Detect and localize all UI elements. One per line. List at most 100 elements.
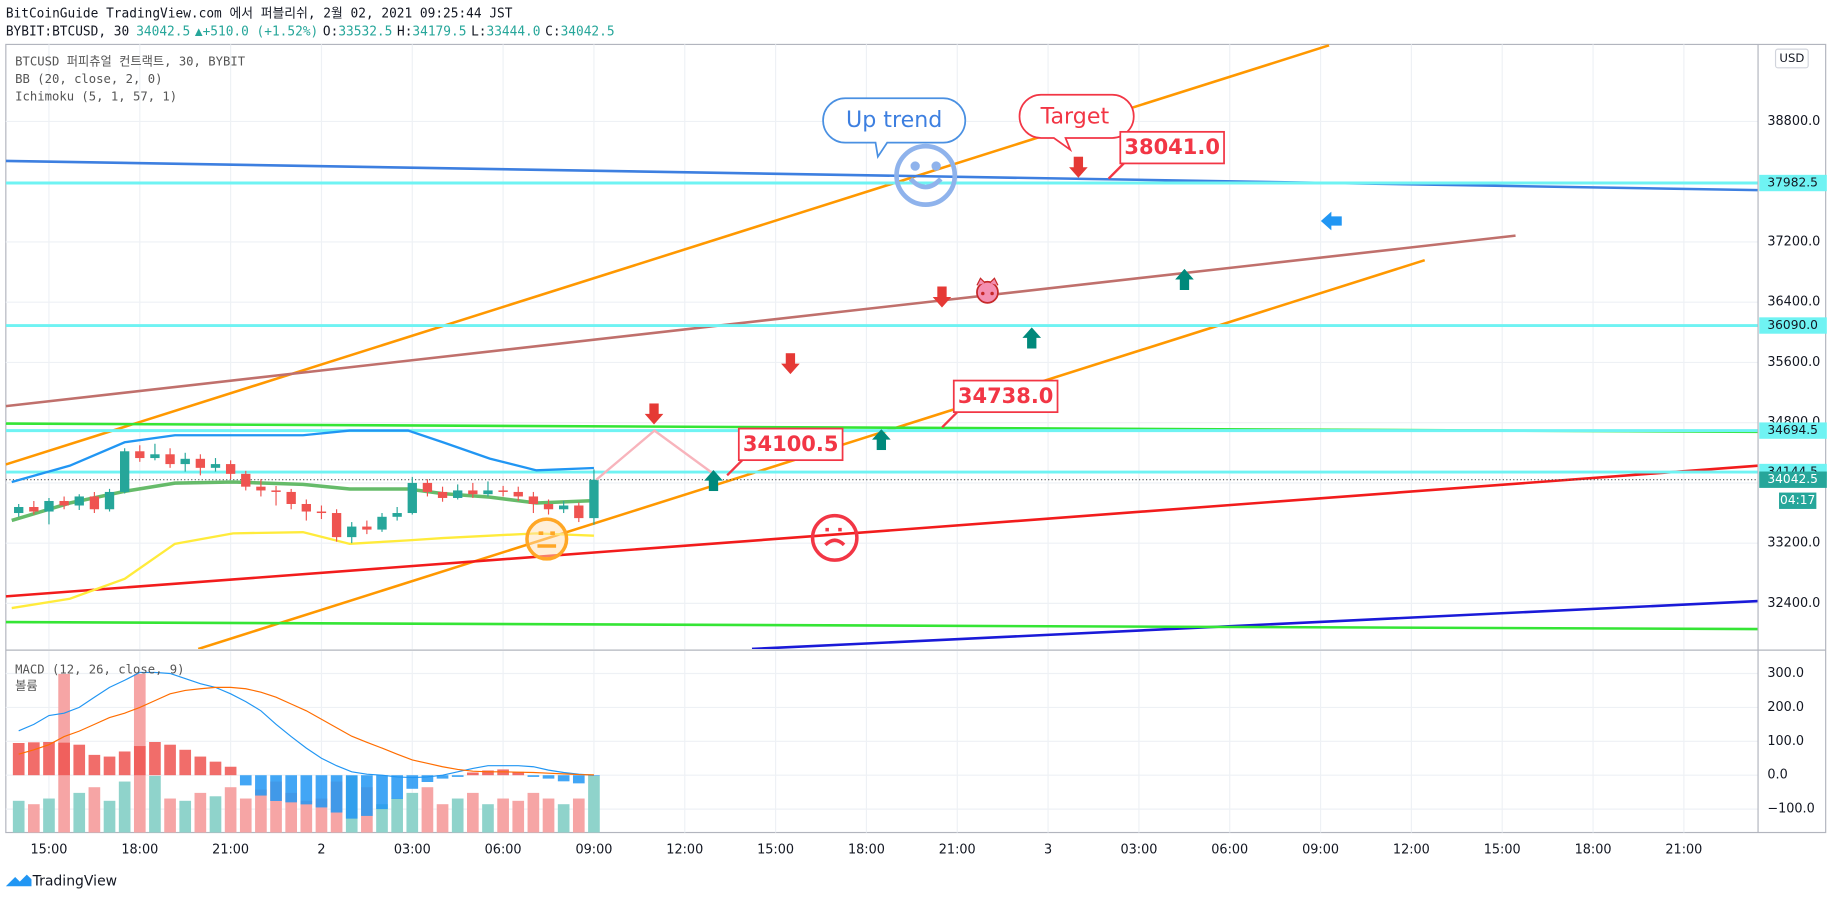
trendline	[5, 464, 1759, 598]
candle-body	[483, 490, 493, 495]
volume-bar	[149, 775, 161, 833]
histogram-bar	[239, 775, 252, 786]
ohlc-value: 33444.0	[487, 24, 541, 39]
bubble-text: Up trend	[846, 107, 942, 133]
candle-body	[589, 479, 599, 519]
histogram-bar	[255, 775, 267, 796]
histogram-bar	[345, 775, 358, 819]
candle-body	[14, 507, 24, 514]
volume-bar	[255, 789, 267, 833]
legend-entry: BTCUSD 퍼피츄얼 컨트랙트, 30, BYBIT	[15, 54, 246, 68]
publish-info: BitCoinGuide TradingView.com 에서 퍼블리쉬, 2월…	[6, 7, 513, 22]
volume-bar	[28, 804, 40, 833]
trendline	[751, 599, 1759, 649]
y-tick-label: 33200.0	[1767, 536, 1820, 551]
candle-body	[44, 500, 54, 512]
symbol-info: BYBIT:BTCUSD, 30 34042.5 ▲+510.0 (+1.52%) O…	[6, 24, 615, 39]
candle-body	[301, 503, 311, 512]
callout-box	[952, 379, 1059, 414]
histogram-bar	[179, 749, 192, 776]
x-tick-label: 09:00	[1302, 843, 1339, 858]
candle-body	[180, 458, 190, 465]
x-tick-label: 03:00	[1120, 843, 1157, 858]
x-tick-label: 21:00	[212, 843, 249, 858]
histogram-bar	[436, 775, 449, 779]
candle-body	[559, 505, 569, 510]
y-tick-label: 32400.0	[1767, 596, 1820, 611]
histogram-bar	[12, 743, 25, 776]
ohlc-key: L:	[471, 24, 486, 39]
volume-bar	[467, 792, 479, 833]
candle-body	[225, 464, 236, 474]
price-label: 37982.5	[1767, 176, 1818, 190]
volume-bar	[164, 798, 176, 833]
y-tick-label: 37200.0	[1767, 234, 1820, 249]
candle-body	[362, 526, 372, 530]
currency[interactable]: USD	[1779, 51, 1804, 65]
volume-bar	[421, 787, 434, 833]
smiley-face	[894, 143, 958, 207]
volume-bar	[194, 792, 207, 833]
histogram-bar	[361, 775, 373, 816]
candle-body	[453, 490, 463, 498]
legend-entry: 볼륨	[15, 679, 38, 693]
y-tick-label: 200.0	[1767, 700, 1804, 715]
arrow-left	[1320, 211, 1342, 231]
candle-body	[513, 491, 523, 497]
candle-body	[377, 516, 387, 530]
candle-body	[135, 451, 145, 459]
candle-body	[528, 496, 539, 504]
pig-icon	[976, 277, 999, 304]
volume-bar	[588, 775, 600, 833]
bubble: Up trend	[822, 97, 967, 160]
volume-bar	[12, 800, 25, 833]
ohlc-value: 33532.5	[338, 24, 392, 39]
candle-body	[256, 486, 266, 491]
histogram-bar	[149, 741, 161, 776]
volume-bar	[103, 800, 116, 833]
y-tick-label: 38800.0	[1767, 114, 1820, 129]
histogram-bar	[421, 775, 434, 782]
volume-bar	[557, 804, 570, 833]
macd-line	[18, 671, 594, 779]
candle-body	[498, 490, 508, 492]
histogram-bar	[285, 775, 298, 803]
histogram-bar	[376, 775, 388, 810]
histogram-bar	[451, 775, 464, 777]
callout-tail	[941, 410, 960, 429]
histogram-bar	[391, 775, 403, 799]
arrow-down	[781, 353, 800, 375]
x-tick-label: 15:00	[1484, 843, 1521, 858]
candle-body	[210, 464, 221, 468]
candle-body	[407, 482, 417, 514]
volume-bar	[285, 792, 298, 833]
arrow-up	[872, 429, 891, 451]
legend-entry: BB (20, close, 2, 0)	[15, 72, 162, 86]
histogram-bar	[133, 746, 146, 776]
y-tick-label: 100.0	[1767, 734, 1804, 749]
candle-body	[271, 490, 281, 492]
volume-bar	[179, 800, 192, 833]
x-tick-label: 06:00	[485, 843, 522, 858]
volume-bar	[239, 798, 252, 833]
candle-body	[195, 458, 206, 468]
callout-label: 38041.0	[1124, 134, 1220, 159]
price-label: 34042.5	[1767, 472, 1818, 486]
footer-logo: TradingView	[5, 874, 117, 890]
callout-tail	[726, 458, 745, 477]
volume-bar	[270, 781, 282, 833]
histogram-bar	[88, 754, 101, 776]
arrow-down	[932, 286, 952, 308]
histogram-bar	[467, 772, 479, 776]
y-tick-label: 300.0	[1767, 666, 1804, 681]
volume-bar	[209, 796, 222, 833]
candle-body	[347, 526, 357, 538]
price-label-bg	[1759, 174, 1827, 192]
candle-body	[316, 511, 327, 514]
volume-bar	[436, 804, 449, 833]
ohlc-key: O:	[323, 24, 338, 39]
usd-button-bg[interactable]	[1774, 48, 1809, 69]
usd-button[interactable]: USD	[1774, 48, 1809, 69]
volume-bar	[527, 792, 540, 833]
